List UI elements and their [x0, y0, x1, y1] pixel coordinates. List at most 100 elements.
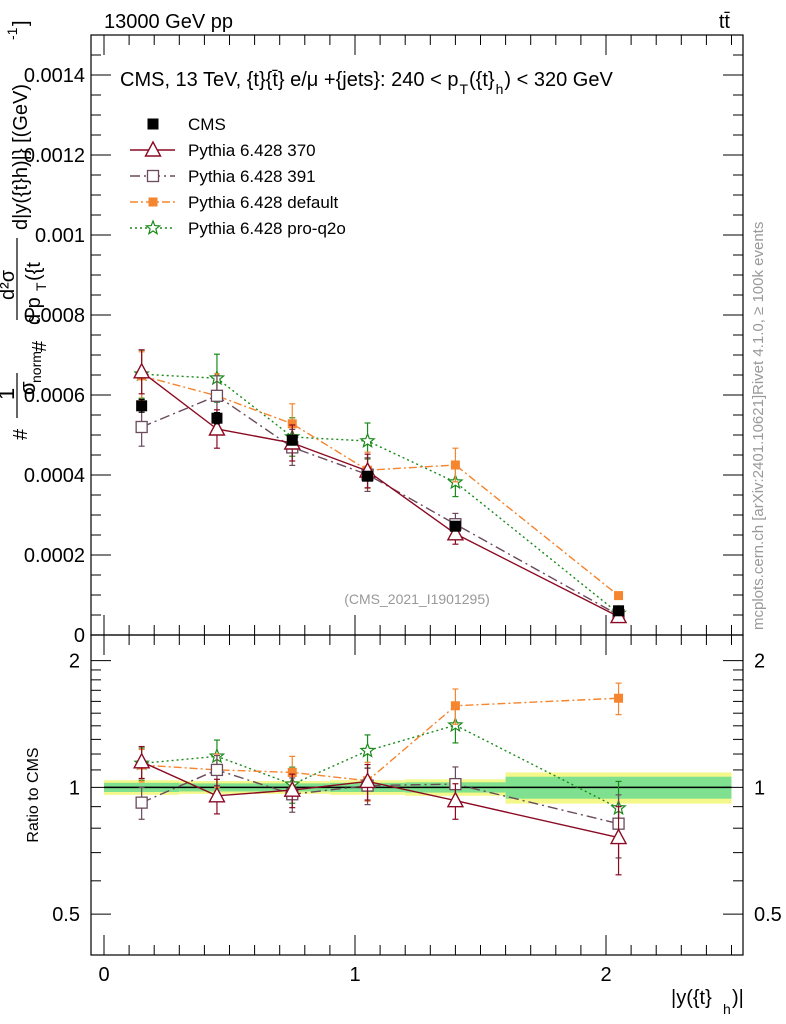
header-process: tt̄ — [719, 11, 731, 33]
top-ytick-label: 0.0014 — [24, 65, 85, 87]
analysis-watermark: (CMS_2021_I1901295) — [344, 591, 490, 607]
xlabel-end: )| — [732, 987, 744, 1009]
top-axis-ticks: 0 0.0002 0.0004 0.0006 0.0008 0.001 0.0012 0.00… — [24, 34, 743, 647]
point-CMS — [136, 400, 148, 412]
legend-label-pq2o: Pythia 6.428 pro-q2o — [188, 219, 346, 238]
top-ytick-label: 0.0004 — [24, 465, 85, 487]
ratio-xtick-label: 2 — [600, 964, 611, 986]
ratio-point-p370 — [446, 791, 465, 808]
header-energy: 13000 GeV pp — [104, 11, 233, 33]
point-CMS — [613, 605, 625, 617]
xlabel-main: |y({t} — [671, 987, 712, 1009]
top-panel: 0 0.0002 0.0004 0.0006 0.0008 0.001 0.0012 0.00… — [24, 34, 744, 647]
ratio-point-p370 — [283, 780, 301, 797]
top-title: CMS, 13 TeV, {t}{t̄} e/μ +{jets}: 240 < … — [120, 69, 613, 97]
ylabel-hash2: # — [29, 340, 51, 352]
ratio-series-p370 — [132, 745, 628, 876]
point-p370 — [132, 362, 151, 379]
xlabel-sub: h — [723, 1001, 731, 1017]
ratio-point-p370 — [132, 752, 151, 769]
legend-label-p370: Pythia 6.428 370 — [188, 141, 316, 160]
line-pdefault — [141, 375, 619, 597]
rivet-version-label: Rivet 4.1.0, ≥ 100k events — [750, 222, 767, 395]
ratio-point-p370 — [358, 771, 377, 789]
ratio-ytick-label: 1 — [69, 777, 80, 799]
ratio-ylabel: Ratio to CMS — [25, 747, 42, 842]
title-main: CMS, 13 TeV, {t}{t̄} e/μ +{jets}: 240 < … — [120, 69, 458, 91]
ratio-ytick-label-right: 2 — [754, 651, 765, 673]
ratio-point-pdefault — [287, 767, 297, 777]
ratio-point-pdefault — [614, 693, 624, 703]
ylabel-norm: norm — [28, 351, 44, 383]
line-p391 — [141, 395, 619, 616]
legend-marker-pdefault — [148, 197, 158, 207]
ratio-line-p370 — [141, 761, 619, 839]
point-pdefault — [614, 591, 624, 601]
point-CMS — [211, 412, 223, 424]
top-ytick-label: 0 — [74, 625, 85, 647]
line-pq2o — [141, 373, 619, 614]
ratio-xtick-label: 0 — [98, 964, 109, 986]
ratio-ytick-label: 2 — [69, 651, 80, 673]
ratio-point-pq2o — [359, 742, 376, 758]
point-p370 — [446, 524, 465, 541]
title-sub-T: T — [459, 81, 468, 97]
legend-label-CMS: CMS — [188, 115, 226, 134]
x-axis-label: |y({t} h )| — [671, 987, 744, 1017]
ratio-point-p370 — [208, 786, 226, 803]
mcplots-label: mcplots.cern.ch [arXiv:2401.10621] — [750, 395, 767, 630]
ratio-ytick-label: 0.5 — [52, 904, 80, 926]
line-p370 — [141, 371, 619, 618]
top-ytick-label: 0.0008 — [24, 305, 85, 327]
legend-label-p391: Pythia 6.428 391 — [188, 167, 316, 186]
ratio-line-pdefault — [141, 697, 619, 782]
point-pdefault — [450, 460, 460, 470]
point-CMS — [449, 520, 461, 532]
legend-marker-pq2o — [144, 219, 162, 236]
ylabel-den2: ({t — [23, 262, 45, 281]
top-series — [132, 349, 628, 624]
ylabel-den-sub: T — [33, 282, 49, 291]
legend-marker-p370 — [144, 140, 162, 157]
title-mid: ({t} — [469, 69, 495, 91]
legend-marker-p391 — [146, 169, 160, 183]
legend-label-pdefault: Pythia 6.428 default — [188, 193, 339, 212]
ratio-point-p370 — [609, 828, 628, 845]
title-end: ) < 320 GeV — [504, 69, 613, 91]
ratio-axis-ticks: 0.5 0.5 1 1 2 2 0 1 2 — [52, 635, 782, 986]
point-CMS — [286, 434, 298, 446]
top-ytick-label: 0.001 — [35, 225, 85, 247]
point-CMS — [362, 470, 374, 482]
ratio-ytick-label-right: 1 — [754, 777, 765, 799]
point-p391 — [135, 420, 148, 434]
ylabel-sigma: σ — [15, 381, 40, 395]
point-pdefault — [287, 419, 297, 429]
ratio-frame — [90, 634, 744, 956]
series-pq2o — [133, 349, 627, 621]
top-ylabel: # 1 σ norm # d²σ d p T ({t d|y({t}h)|} [… — [0, 20, 51, 440]
series-pdefault — [137, 351, 624, 601]
title-sub-h: h — [496, 81, 504, 97]
ylabel-hash1: # — [10, 428, 32, 440]
ratio-point-p391 — [210, 763, 224, 777]
point-p370 — [208, 419, 226, 436]
series-p391 — [135, 375, 625, 622]
legend-marker-CMS — [147, 118, 159, 130]
point-pq2o — [359, 432, 376, 449]
ratio-series — [132, 682, 628, 876]
ratio-point-pdefault — [450, 701, 460, 711]
top-ytick-label: 0.0002 — [24, 545, 85, 567]
top-ytick-label: 0.0006 — [24, 385, 85, 407]
ylabel-right: d|y({t}h)|} [(GeV) — [10, 84, 32, 230]
ratio-line-pq2o — [141, 724, 619, 809]
ylabel-one: 1 — [0, 388, 19, 400]
top-ytick-label: 0.0012 — [24, 145, 85, 167]
ratio-point-p391 — [135, 796, 148, 809]
ratio-xtick-label: 1 — [349, 964, 360, 986]
ylabel-num: d²σ — [0, 269, 19, 300]
ylabel-den1: d p — [23, 297, 45, 325]
ylabel-close: ] — [10, 20, 32, 26]
ylabel-exp: -1 — [4, 27, 20, 40]
point-p391 — [210, 389, 224, 402]
